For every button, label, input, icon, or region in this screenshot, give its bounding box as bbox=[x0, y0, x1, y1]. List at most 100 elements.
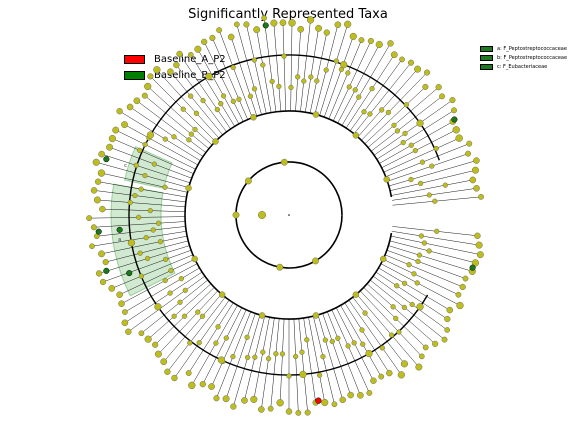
node-mid bbox=[196, 340, 202, 346]
node-leaf bbox=[378, 373, 385, 380]
node-level1 bbox=[232, 211, 240, 219]
node-leaf bbox=[475, 241, 483, 249]
node-mid bbox=[171, 313, 177, 319]
node-mid bbox=[299, 349, 305, 355]
legend: Baseline_A_P2 Baseline_B_P2 bbox=[124, 51, 226, 83]
node-ring2 bbox=[299, 370, 307, 378]
branch bbox=[176, 64, 227, 132]
node-leaf bbox=[435, 84, 442, 91]
node-mid bbox=[316, 372, 323, 378]
branch bbox=[290, 22, 293, 112]
node-leaf bbox=[243, 21, 250, 28]
node-mid bbox=[199, 313, 206, 319]
clade-swatch bbox=[480, 54, 493, 61]
node-leaf bbox=[432, 340, 439, 347]
branch bbox=[345, 54, 395, 129]
branch bbox=[385, 143, 470, 177]
node-biomarker-green bbox=[262, 22, 269, 29]
node-ring2 bbox=[340, 61, 348, 69]
node-leaf bbox=[194, 45, 202, 53]
node-mid bbox=[286, 373, 292, 379]
branch bbox=[129, 106, 204, 157]
branch bbox=[263, 17, 277, 112]
clade-shade-c bbox=[124, 146, 173, 189]
branch bbox=[101, 235, 188, 255]
node-leaf bbox=[98, 250, 105, 258]
branch bbox=[99, 245, 190, 274]
node-leaf bbox=[408, 59, 415, 66]
node-leaf bbox=[97, 169, 106, 177]
branch bbox=[256, 29, 272, 113]
node-ring1 bbox=[185, 184, 192, 192]
node-mid bbox=[195, 309, 201, 315]
branch bbox=[101, 153, 191, 184]
branch bbox=[124, 267, 200, 313]
node-mid bbox=[223, 335, 229, 341]
node-mid bbox=[187, 340, 193, 346]
branch bbox=[366, 283, 436, 345]
branch bbox=[364, 86, 426, 144]
node-mid bbox=[418, 180, 424, 186]
branch bbox=[349, 59, 403, 131]
node-mid bbox=[369, 85, 375, 92]
branch bbox=[344, 302, 390, 374]
node-ring1 bbox=[383, 176, 390, 183]
node-mid bbox=[147, 208, 153, 214]
node-leaf bbox=[227, 33, 235, 41]
node-leaf bbox=[93, 196, 101, 204]
branch bbox=[112, 138, 194, 174]
clade-legend-label: c: F_Eubacteriaceae bbox=[497, 63, 548, 70]
node-mid bbox=[391, 122, 397, 128]
branch bbox=[379, 121, 453, 164]
node-ring1 bbox=[212, 138, 219, 145]
node-leaf bbox=[216, 27, 223, 34]
branch bbox=[101, 172, 188, 193]
node-mid bbox=[138, 186, 144, 192]
node-leaf bbox=[102, 258, 109, 266]
node-leaf bbox=[267, 405, 274, 412]
node-leaf bbox=[357, 392, 364, 399]
node-leaf bbox=[188, 381, 196, 390]
branch bbox=[387, 153, 469, 182]
node-leaf bbox=[118, 300, 125, 307]
branch bbox=[390, 170, 476, 191]
node-mid bbox=[379, 345, 385, 351]
branch bbox=[317, 314, 343, 400]
node-mid bbox=[401, 304, 407, 311]
node-mid bbox=[409, 301, 415, 308]
node-leaf bbox=[473, 185, 480, 192]
node-mid bbox=[247, 93, 254, 99]
branch bbox=[97, 199, 186, 208]
node-ring2 bbox=[127, 239, 136, 247]
node-mid bbox=[127, 199, 133, 206]
legend-item-b: Baseline_B_P2 bbox=[124, 67, 226, 83]
node-mid bbox=[415, 258, 421, 265]
node-mid bbox=[186, 137, 192, 143]
node-mid bbox=[218, 101, 224, 107]
node-mid bbox=[251, 86, 258, 92]
node-mid bbox=[251, 57, 257, 63]
node-leaf bbox=[222, 395, 230, 403]
branch bbox=[179, 53, 231, 130]
node-mid bbox=[167, 290, 173, 296]
node-leaf bbox=[171, 374, 178, 382]
node-mid bbox=[220, 93, 227, 99]
node-leaf bbox=[387, 40, 394, 47]
branch bbox=[352, 297, 405, 364]
node-leaf bbox=[455, 134, 463, 142]
branch bbox=[91, 231, 187, 247]
node-mid bbox=[137, 250, 143, 256]
branch bbox=[96, 226, 186, 237]
branch bbox=[391, 188, 477, 201]
node-ring2 bbox=[416, 119, 424, 127]
branch bbox=[375, 271, 448, 320]
node-mid bbox=[362, 310, 368, 316]
ring-2 bbox=[128, 54, 441, 376]
node-mid bbox=[320, 353, 326, 360]
node-leaf bbox=[201, 38, 208, 45]
node-mid bbox=[142, 172, 148, 179]
clade-legend-item: c: F_Eubacteriaceae bbox=[480, 62, 567, 71]
branch bbox=[230, 36, 258, 117]
node-leaf bbox=[92, 158, 100, 166]
node-leaf bbox=[465, 150, 472, 157]
